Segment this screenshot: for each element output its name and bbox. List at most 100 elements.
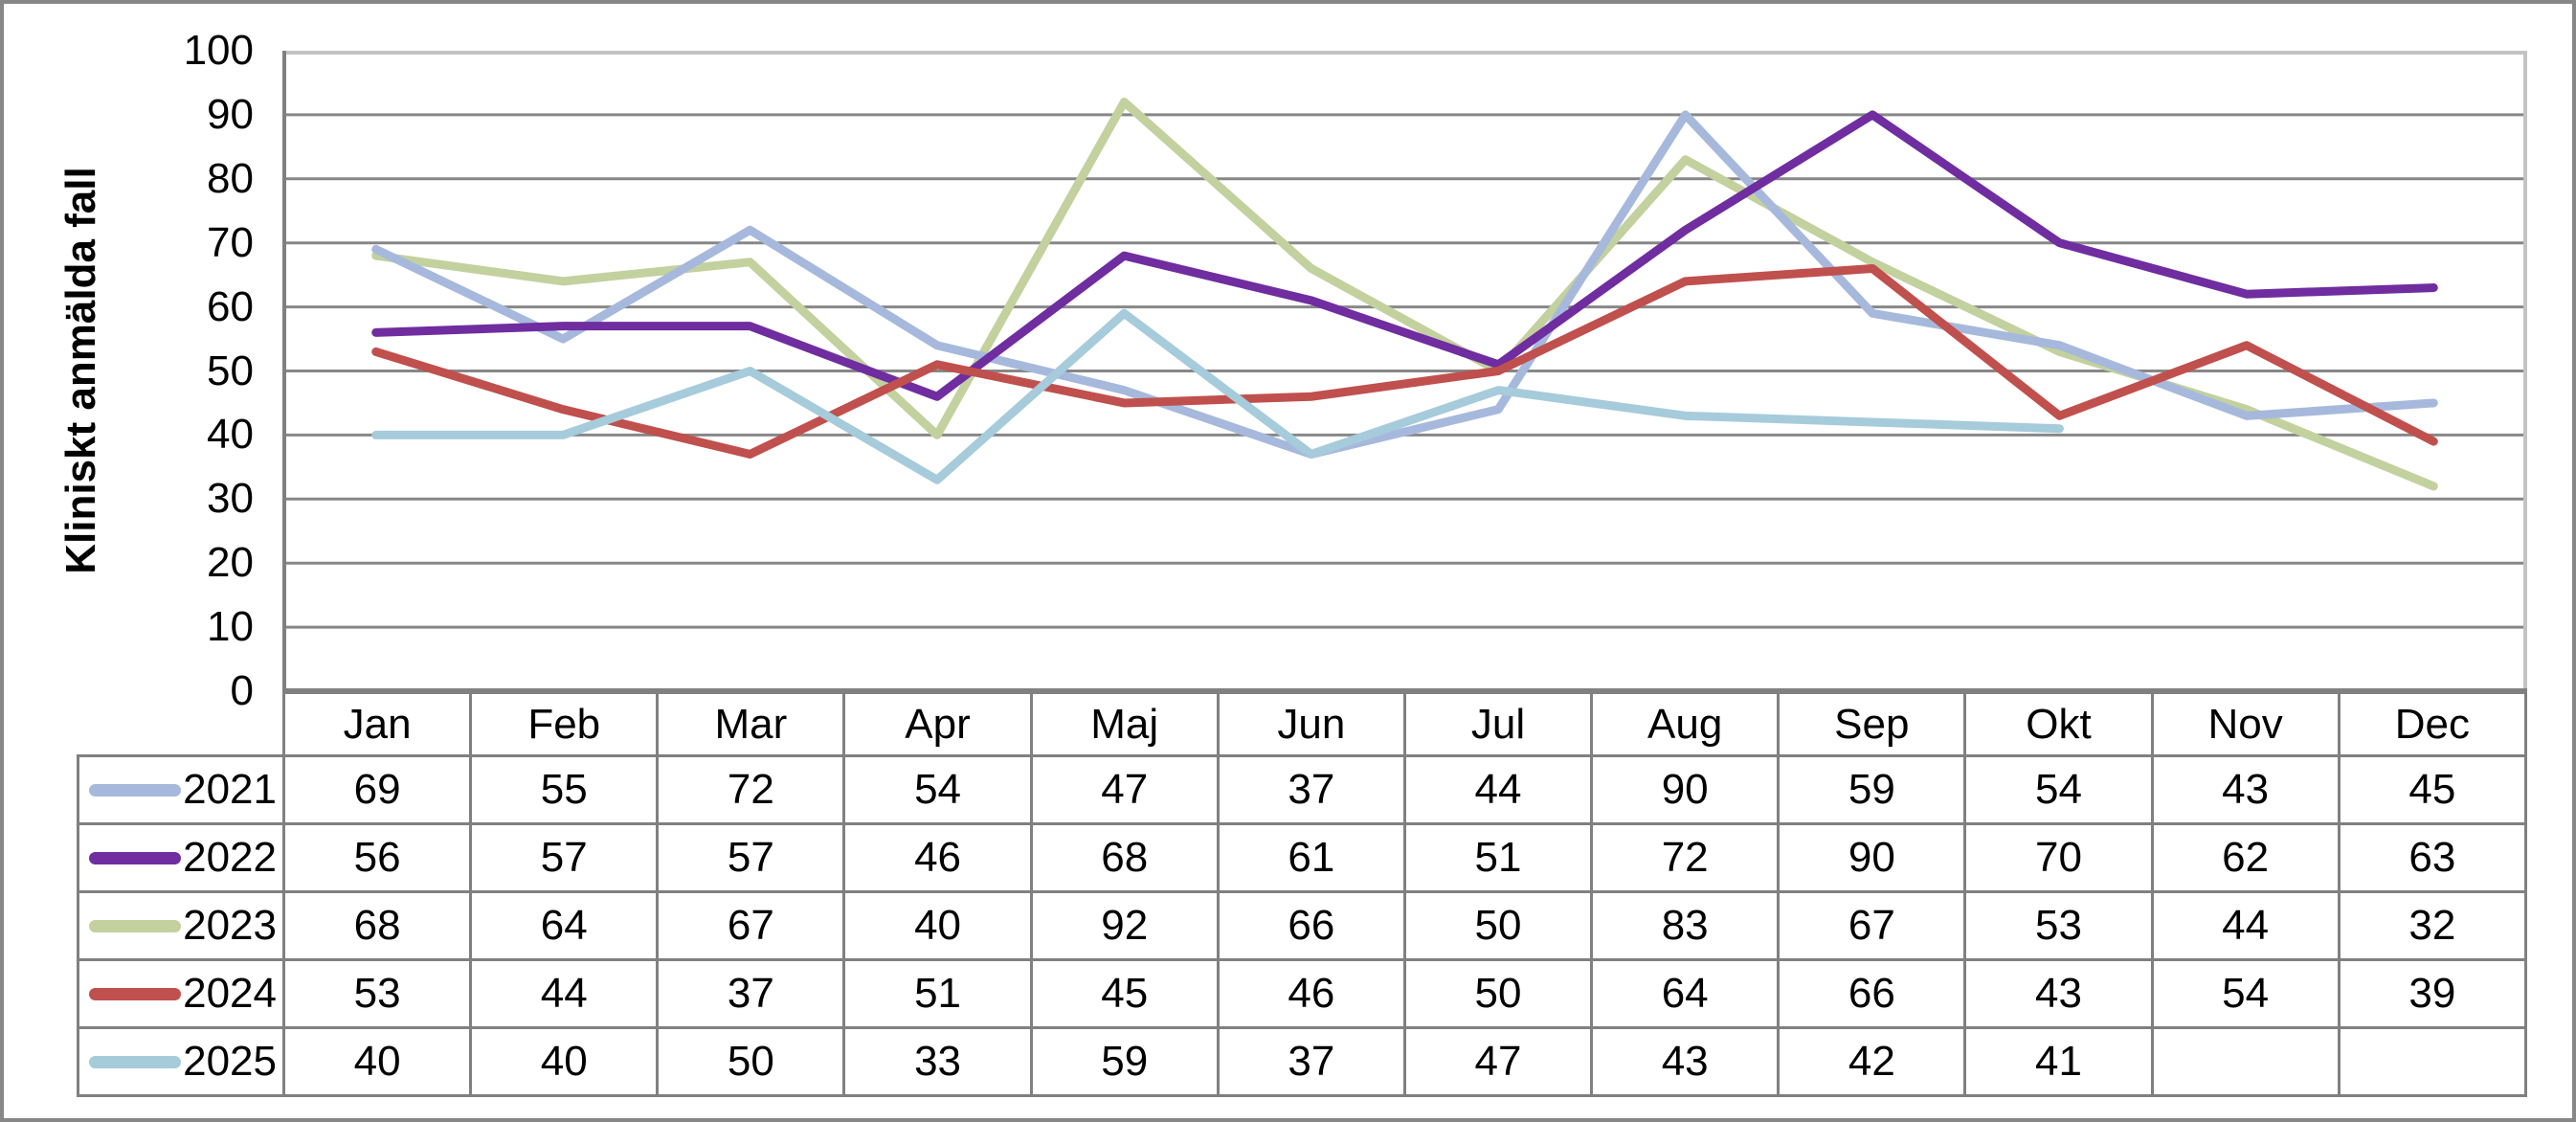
- legend-swatch-2021: [89, 783, 181, 797]
- series-line-2025: [371, 308, 2064, 484]
- value-cell-2021-jun: 37: [1216, 754, 1406, 825]
- value-cell-2023-okt: 53: [1963, 890, 2154, 961]
- value-cell-2025-apr: 33: [842, 1026, 1033, 1097]
- value-cell-2024-jun: 46: [1216, 958, 1406, 1029]
- value-cell-2023-apr: 40: [842, 890, 1033, 961]
- value-cell-2021-aug: 90: [1590, 754, 1781, 825]
- legend-cell-2021: 2021: [77, 754, 285, 825]
- value-cell-2025-mar: 50: [656, 1026, 846, 1097]
- series-line-2024: [371, 263, 2438, 459]
- value-cell-2024-dec: 39: [2337, 958, 2528, 1029]
- value-cell-2023-feb: 64: [469, 890, 660, 961]
- value-cell-2024-mar: 37: [656, 958, 846, 1029]
- value-cell-2022-jul: 51: [1402, 822, 1594, 893]
- y-tick-label: 20: [207, 539, 254, 587]
- value-cell-2025-okt: 41: [1963, 1026, 2154, 1097]
- table-row-2022: 2022 56 57 57 46 68 61 51 72 90 70 62 63: [77, 822, 2528, 893]
- legend-key-2023: 2023: [81, 902, 281, 950]
- month-header-aug: Aug: [1590, 691, 1781, 757]
- y-tick-label: 100: [183, 27, 254, 74]
- value-cell-2023-maj: 92: [1029, 890, 1220, 961]
- value-cell-2023-jul: 50: [1402, 890, 1594, 961]
- legend-cell-2024: 2024: [77, 958, 285, 1029]
- legend-swatch-2025: [89, 1055, 181, 1068]
- value-cell-2025-jan: 40: [281, 1026, 473, 1097]
- legend-cell-2025: 2025: [77, 1026, 285, 1097]
- legend-swatch-2023: [89, 919, 181, 932]
- data-table-body: 2021 69 55 72 54 47 37 44 90 59 54 43 45 2022 56 57 57 46…: [77, 754, 2528, 1097]
- value-cell-2023-mar: 67: [656, 890, 846, 961]
- value-cell-2021-jan: 69: [281, 754, 473, 825]
- value-cell-2025-sep: 42: [1777, 1026, 1967, 1097]
- month-header-nov: Nov: [2150, 691, 2341, 757]
- value-cell-2024-maj: 45: [1029, 958, 1220, 1029]
- value-cell-2024-okt: 43: [1963, 958, 2154, 1029]
- series-line-2021: [371, 110, 2438, 459]
- y-tick-label: 50: [207, 347, 254, 394]
- value-cell-2022-okt: 70: [1963, 822, 2154, 893]
- value-cell-2025-jul: 47: [1402, 1026, 1594, 1097]
- line-chart-plot-area: [282, 51, 2527, 691]
- value-cell-2023-jun: 66: [1216, 890, 1406, 961]
- value-cell-2024-aug: 64: [1590, 958, 1781, 1029]
- month-header-apr: Apr: [842, 691, 1033, 757]
- value-cell-2025-dec: [2337, 1026, 2528, 1097]
- y-tick-label: 30: [207, 475, 254, 523]
- value-cell-2022-maj: 68: [1029, 822, 1220, 893]
- legend-key-2024: 2024: [81, 970, 281, 1018]
- value-cell-2021-sep: 59: [1777, 754, 1967, 825]
- legend-key-2025: 2025: [81, 1038, 281, 1086]
- month-header-row: Jan Feb Mar Apr Maj Jun Jul Aug Sep Okt Nov Dec: [78, 691, 2528, 757]
- value-cell-2024-jul: 50: [1402, 958, 1594, 1029]
- value-cell-2023-aug: 83: [1590, 890, 1781, 961]
- y-tick-label: 40: [207, 411, 254, 459]
- month-header-jul: Jul: [1402, 691, 1594, 757]
- value-cell-2024-nov: 54: [2150, 958, 2341, 1029]
- legend-swatch-2022: [89, 851, 181, 864]
- series-line-2022: [371, 110, 2438, 401]
- value-cell-2022-nov: 62: [2150, 822, 2341, 893]
- data-table-header: Jan Feb Mar Apr Maj Jun Jul Aug Sep Okt Nov Dec: [78, 691, 2528, 757]
- month-header-jan: Jan: [281, 691, 473, 757]
- y-tick-label: 0: [230, 667, 254, 714]
- table-row-2025: 2025 40 40 50 33 59 37 47 43 42 41: [77, 1026, 2528, 1097]
- table-corner-blank: [78, 693, 284, 756]
- value-cell-2024-feb: 44: [469, 958, 660, 1029]
- value-cell-2022-dec: 63: [2337, 822, 2528, 893]
- value-cell-2025-aug: 43: [1590, 1026, 1781, 1097]
- value-cell-2022-aug: 72: [1590, 822, 1781, 893]
- y-tick-label: 80: [207, 154, 254, 202]
- legend-cell-2022: 2022: [77, 822, 285, 893]
- month-header-sep: Sep: [1777, 691, 1967, 757]
- value-cell-2021-feb: 55: [469, 754, 660, 825]
- value-cell-2022-sep: 90: [1777, 822, 1967, 893]
- value-cell-2024-sep: 66: [1777, 958, 1967, 1029]
- value-cell-2022-jan: 56: [281, 822, 473, 893]
- legend-key-2021: 2021: [81, 766, 281, 814]
- value-cell-2024-jan: 53: [281, 958, 473, 1029]
- value-cell-2022-mar: 57: [656, 822, 846, 893]
- legend-label-2024: 2024: [183, 970, 277, 1017]
- legend-swatch-2024: [89, 987, 181, 1000]
- value-cell-2021-dec: 45: [2337, 754, 2528, 825]
- month-header-mar: Mar: [656, 691, 846, 757]
- value-cell-2021-mar: 72: [656, 754, 846, 825]
- value-cell-2023-nov: 44: [2150, 890, 2341, 961]
- legend-label-2025: 2025: [183, 1038, 277, 1085]
- value-cell-2022-feb: 57: [469, 822, 660, 893]
- y-tick-label: 90: [207, 90, 254, 138]
- y-tick-label: 60: [207, 282, 254, 330]
- value-cell-2022-jun: 61: [1216, 822, 1406, 893]
- table-row-2024: 2024 53 44 37 51 45 46 50 64 66 43 54 39: [77, 958, 2528, 1029]
- value-cell-2023-dec: 32: [2337, 890, 2528, 961]
- value-cell-2021-okt: 54: [1963, 754, 2154, 825]
- value-cell-2023-sep: 67: [1777, 890, 1967, 961]
- value-cell-2025-feb: 40: [469, 1026, 660, 1097]
- legend-key-2022: 2022: [81, 834, 281, 882]
- month-header-dec: Dec: [2337, 691, 2528, 757]
- value-cell-2025-nov: [2150, 1026, 2341, 1097]
- month-header-jun: Jun: [1216, 691, 1406, 757]
- legend-label-2023: 2023: [183, 902, 277, 949]
- value-cell-2023-jan: 68: [281, 890, 473, 961]
